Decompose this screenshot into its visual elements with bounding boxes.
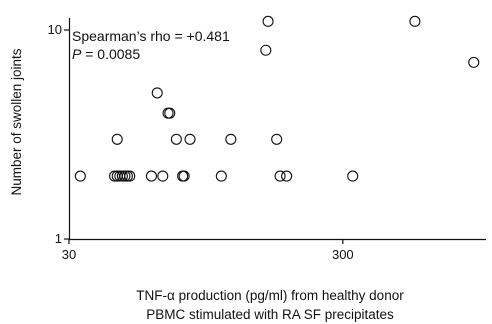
data-point (164, 107, 176, 119)
x-tick-label: 30 (62, 247, 76, 262)
ticks: 30 300 1 10 (48, 22, 354, 262)
data-point (468, 56, 480, 68)
data-point (145, 170, 157, 182)
data-point (347, 170, 359, 182)
data-point (281, 170, 293, 182)
data-point (178, 170, 190, 182)
data-point (124, 170, 136, 182)
data-point (274, 170, 286, 182)
x-tick-label: 300 (332, 247, 354, 262)
p-value-annotation: P = 0.0085 (72, 46, 140, 62)
data-point (215, 170, 227, 182)
data-point (116, 170, 128, 182)
p-value-symbol: P (72, 46, 82, 62)
data-point (111, 133, 123, 145)
data-point (184, 133, 196, 145)
data-point (170, 133, 182, 145)
x-axis-label-line1: TNF-α production (pg/ml) from healthy do… (136, 288, 404, 303)
data-point (157, 170, 169, 182)
data-points (74, 15, 480, 182)
p-value-text: = 0.0085 (81, 46, 140, 62)
data-point (262, 15, 274, 27)
data-point (151, 87, 163, 99)
x-axis-label-line2: PBMC stimulated with RA SF precipitates (146, 307, 394, 322)
data-point (271, 133, 283, 145)
data-point (409, 15, 421, 27)
axes (68, 18, 486, 241)
data-point (74, 170, 86, 182)
data-point (119, 170, 131, 182)
data-point (260, 44, 272, 56)
data-point (225, 133, 237, 145)
y-axis-label: Number of swollen joints (9, 48, 24, 195)
y-tick-label: 10 (48, 22, 62, 37)
spearman-rho-annotation: Spearman’s rho = +0.481 (72, 28, 230, 44)
y-tick-label: 1 (55, 231, 62, 246)
